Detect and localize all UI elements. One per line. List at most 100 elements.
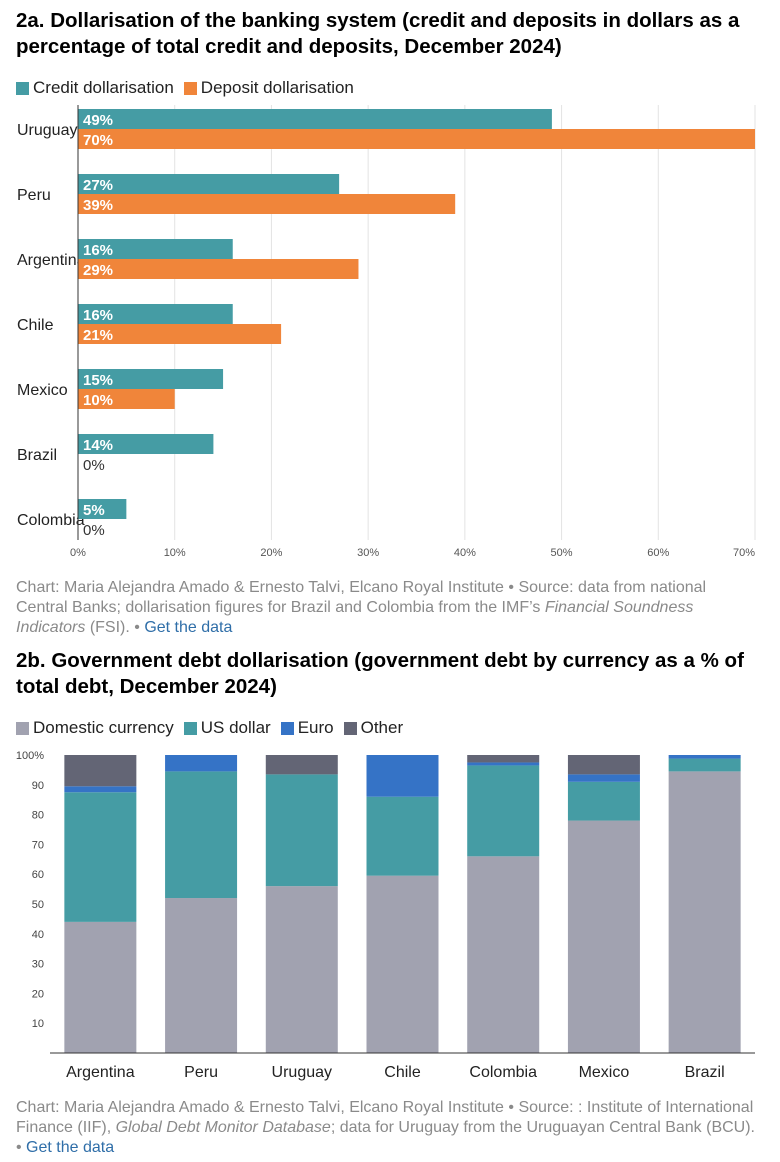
bar-segment-other <box>567 755 640 775</box>
legend-item-credit: Credit dollarisation <box>16 78 174 98</box>
x-tick-label: 40% <box>454 547 476 559</box>
bar-segment-euro <box>467 762 540 766</box>
y-tick-label: 20 <box>32 988 44 1000</box>
data-label: 0% <box>83 522 105 539</box>
data-label: 21% <box>83 327 113 344</box>
x-category-label: Colombia <box>469 1064 537 1081</box>
data-label: 16% <box>83 242 113 259</box>
y-category-label: Peru <box>17 187 51 204</box>
x-category-label: Brazil <box>685 1064 725 1081</box>
y-tick-label: 50 <box>32 899 44 911</box>
y-tick-label: 10 <box>32 1018 44 1030</box>
legend-swatch-deposit <box>183 81 197 95</box>
x-tick-label: 20% <box>260 547 282 559</box>
y-tick-label: 100% <box>16 750 44 762</box>
y-tick-label: 90 <box>32 780 44 792</box>
data-label: 39% <box>83 197 113 214</box>
bar-credit <box>78 434 214 454</box>
bar-deposit <box>78 324 282 344</box>
y-category-label: Mexico <box>17 382 68 399</box>
bar-credit <box>78 369 224 389</box>
bar-segment-usd <box>668 758 741 772</box>
data-label: 15% <box>83 372 113 389</box>
bar-segment-domestic <box>265 886 338 1053</box>
bar-segment-other <box>265 755 338 775</box>
legend-label-other: Other <box>360 718 404 737</box>
bar-deposit <box>78 389 175 409</box>
data-label: 10% <box>83 392 113 409</box>
legend-swatch-other <box>343 721 357 735</box>
x-tick-label: 10% <box>164 547 186 559</box>
bar-segment-domestic <box>165 898 238 1053</box>
bar-segment-euro <box>64 786 137 793</box>
x-tick-label: 0% <box>70 547 86 559</box>
chart-2b-plot: 10 20 30 40 50 60 70 80 90 100% Argentina Peru Urugu… <box>16 750 755 1081</box>
legend-swatch-usd <box>183 721 197 735</box>
chart-2a-source-italic: Financial Soundness Indicators <box>16 599 694 636</box>
bar-segment-domestic <box>467 856 540 1053</box>
chart-2b-source-italic: Global Debt Monitor Database <box>115 1119 331 1136</box>
bar-segment-domestic <box>567 820 640 1053</box>
bar-segment-usd <box>265 774 338 887</box>
y-tick-label: 60 <box>32 869 44 881</box>
data-label: 16% <box>83 307 113 324</box>
legend-swatch-euro <box>280 721 294 735</box>
chart-2a-legend: Credit dollarisation Deposit dollarisati… <box>16 78 364 98</box>
x-category-label: Argentina <box>66 1064 135 1081</box>
chart-2a-credit: Chart: Maria Alejandra Amado & Ernesto T… <box>16 579 707 616</box>
bar-segment-other <box>64 755 137 787</box>
x-tick-label: 50% <box>551 547 573 559</box>
y-tick-label: 30 <box>32 959 44 971</box>
legend-swatch-credit <box>16 81 29 95</box>
legend-swatch-domestic <box>16 721 29 735</box>
bar-segment-domestic <box>668 771 741 1053</box>
legend-item-usd: US dollar <box>183 718 271 738</box>
legend-label-credit: Credit dollarisation <box>33 78 174 97</box>
bar-deposit <box>78 129 755 149</box>
y-tick-label: 80 <box>32 810 44 822</box>
bar-segment-usd <box>64 792 137 922</box>
chart-2a-title: 2a. Dollarisation of the banking system … <box>16 9 740 58</box>
legend-item-other: Other <box>343 718 404 738</box>
x-tick-label: 30% <box>357 547 379 559</box>
chart-2b-credit-after: ; data for Uruguay from the Uruguayan Ce… <box>16 1119 755 1156</box>
bar-credit <box>78 109 552 129</box>
data-label: 70% <box>83 132 113 149</box>
y-category-label: Brazil <box>17 447 57 464</box>
x-category-label: Mexico <box>579 1064 630 1081</box>
y-category-label: Chile <box>17 317 54 334</box>
y-tick-label: 40 <box>32 929 44 941</box>
y-category-label: Argentina <box>17 252 86 269</box>
bar-credit <box>78 499 127 519</box>
chart-2b-credit: Chart: Maria Alejandra Amado & Ernesto T… <box>16 1099 754 1136</box>
x-tick-label: 60% <box>647 547 669 559</box>
bar-credit <box>78 174 340 194</box>
bar-segment-domestic <box>64 921 137 1053</box>
chart-2b-get-data-link[interactable]: Get the data <box>26 1139 115 1156</box>
bar-segment-usd <box>467 765 540 857</box>
x-tick-label: 70% <box>733 547 755 559</box>
y-category-label: Uruguay <box>17 122 77 139</box>
data-label: 14% <box>83 437 113 454</box>
bar-segment-usd <box>366 796 439 876</box>
data-label: 27% <box>83 177 113 194</box>
legend-item-domestic: Domestic currency <box>16 718 174 738</box>
bar-segment-other <box>467 755 540 763</box>
bar-credit <box>78 304 233 324</box>
bar-segment-euro <box>366 755 439 797</box>
chart-2a-get-data-link[interactable]: Get the data <box>144 619 233 636</box>
legend-item-deposit: Deposit dollarisation <box>183 78 354 98</box>
bar-segment-usd <box>567 781 640 821</box>
bar-deposit <box>78 194 456 214</box>
data-label: 29% <box>83 262 113 279</box>
legend-label-usd: US dollar <box>200 718 271 737</box>
data-label: 0% <box>83 457 105 474</box>
bar-deposit <box>78 259 359 279</box>
bar-segment-euro <box>567 774 640 782</box>
chart-2b-title: 2b. Government debt dollarisation (gover… <box>16 649 744 698</box>
bar-segment-domestic <box>366 875 439 1053</box>
bar-segment-euro <box>668 755 741 759</box>
x-category-label: Uruguay <box>272 1064 332 1081</box>
bar-segment-usd <box>165 771 238 899</box>
legend-label-domestic: Domestic currency <box>33 718 174 737</box>
